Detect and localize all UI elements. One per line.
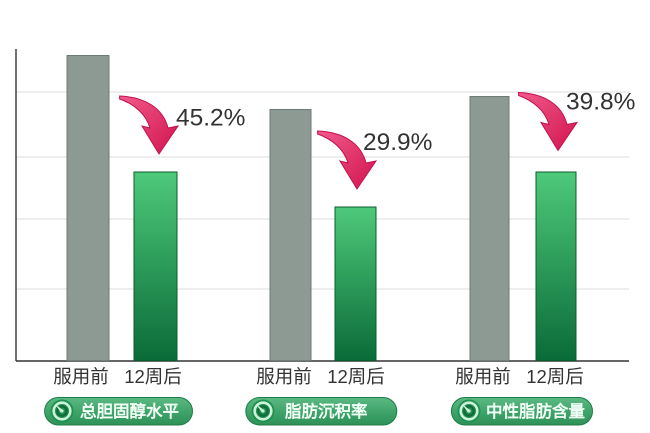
svg-text:39.8%: 39.8% <box>566 89 635 116</box>
svg-text:中性脂肪含量: 中性脂肪含量 <box>486 401 586 421</box>
svg-text:12周后: 12周后 <box>124 366 182 387</box>
svg-text:12周后: 12周后 <box>526 366 584 387</box>
svg-text:29.9%: 29.9% <box>363 129 432 156</box>
svg-text:12周后: 12周后 <box>327 366 385 387</box>
svg-text:总胆固醇水平: 总胆固醇水平 <box>80 401 179 421</box>
svg-text:服用前: 服用前 <box>455 366 511 387</box>
svg-text:45.2%: 45.2% <box>176 105 245 132</box>
svg-text:脂肪沉积率: 脂肪沉积率 <box>285 401 368 421</box>
svg-text:服用前: 服用前 <box>256 366 312 387</box>
svg-text:服用前: 服用前 <box>53 366 109 387</box>
